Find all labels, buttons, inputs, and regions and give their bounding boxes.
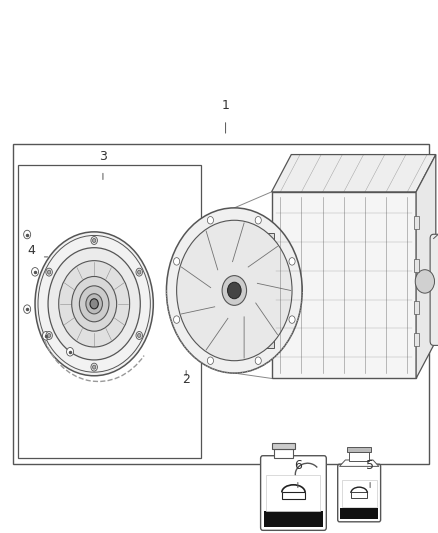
Bar (351, 492, 367, 498)
Circle shape (90, 299, 98, 309)
Bar (414, 333, 419, 346)
Circle shape (173, 257, 180, 265)
Circle shape (173, 316, 180, 324)
Circle shape (138, 270, 141, 274)
Bar (272, 443, 295, 449)
Circle shape (48, 248, 140, 360)
Text: 3: 3 (99, 150, 107, 163)
Circle shape (136, 268, 142, 276)
Circle shape (289, 316, 295, 324)
Circle shape (255, 357, 261, 365)
Bar (264, 511, 323, 527)
Circle shape (42, 332, 49, 340)
Polygon shape (272, 155, 436, 192)
Circle shape (46, 268, 53, 276)
FancyBboxPatch shape (261, 456, 326, 530)
Bar (340, 508, 378, 519)
Circle shape (24, 305, 31, 313)
Circle shape (138, 334, 141, 337)
Circle shape (91, 363, 97, 371)
Bar (274, 449, 293, 458)
Circle shape (46, 332, 53, 340)
Circle shape (207, 357, 213, 365)
Bar (282, 491, 305, 498)
Circle shape (91, 237, 97, 245)
Circle shape (24, 230, 31, 239)
Bar (414, 259, 419, 272)
Text: 4: 4 (28, 244, 35, 257)
Circle shape (207, 216, 213, 224)
Circle shape (92, 365, 96, 369)
Circle shape (47, 270, 51, 274)
Bar (414, 301, 419, 314)
Circle shape (35, 232, 153, 376)
FancyBboxPatch shape (338, 464, 381, 522)
Bar (347, 447, 371, 452)
Circle shape (86, 294, 102, 314)
Circle shape (255, 216, 261, 224)
Circle shape (92, 238, 96, 243)
Circle shape (72, 277, 117, 331)
Circle shape (59, 261, 130, 347)
Circle shape (136, 332, 142, 340)
Bar (265, 232, 274, 349)
Bar (266, 475, 321, 511)
Bar (342, 480, 377, 507)
Bar (272, 192, 416, 378)
Circle shape (32, 268, 39, 276)
Circle shape (415, 270, 434, 293)
FancyBboxPatch shape (430, 235, 438, 345)
Circle shape (228, 282, 241, 298)
Polygon shape (416, 155, 436, 378)
Text: 2: 2 (182, 374, 190, 386)
Circle shape (79, 286, 109, 322)
Bar (13, 144, 429, 464)
Bar (18, 165, 201, 458)
Text: 1: 1 (222, 99, 230, 112)
Circle shape (166, 208, 302, 373)
Circle shape (47, 334, 51, 337)
Bar (414, 216, 419, 229)
Text: 5: 5 (366, 459, 374, 472)
Polygon shape (339, 460, 379, 466)
Circle shape (67, 348, 74, 356)
Bar (350, 452, 369, 461)
Text: 6: 6 (294, 459, 302, 472)
Circle shape (222, 276, 247, 305)
Circle shape (177, 220, 292, 361)
Circle shape (289, 257, 295, 265)
